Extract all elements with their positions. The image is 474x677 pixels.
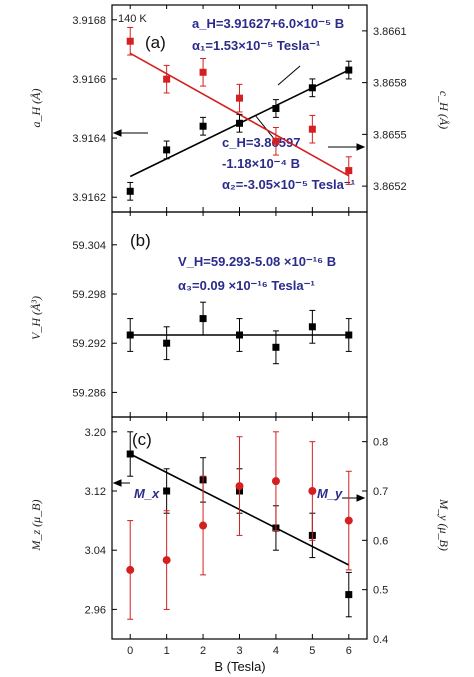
data-point <box>126 187 134 195</box>
y2label-c: M_y (μ_B) <box>437 498 451 551</box>
ylabel-a: a_H (Å) <box>29 89 43 128</box>
arrow-mx-head <box>112 479 122 487</box>
y2tick-label: 3.8661 <box>373 26 407 38</box>
xtick-label: 4 <box>273 645 279 657</box>
ytick-label: 3.9168 <box>72 15 106 27</box>
ytick-label: 3.9166 <box>72 74 106 86</box>
axis-arrows <box>112 65 366 502</box>
ytick-label: 3.9162 <box>72 192 106 204</box>
panel-c-label: (c) <box>132 430 152 449</box>
a-fit-equation: a_H=3.91627+6.0×10⁻⁵ B <box>192 16 344 31</box>
data-point <box>271 477 280 486</box>
ytick-label: 59.298 <box>72 289 106 301</box>
data-point <box>126 565 135 574</box>
y2tick-label: 0.8 <box>373 437 388 449</box>
arrow-my-head <box>356 494 366 502</box>
xtick-label: 2 <box>200 645 206 657</box>
data-point <box>272 137 280 145</box>
alpha3-text: α₃=0.09 ×10⁻¹⁶ Tesla⁻¹ <box>178 278 315 293</box>
data-point <box>236 119 243 127</box>
data-point <box>236 94 243 102</box>
xtick-label: 5 <box>309 645 315 657</box>
data-point <box>345 167 353 175</box>
y2tick-label: 0.4 <box>373 634 388 646</box>
c-fit-equation-2: -1.18×10⁻⁴ B <box>222 156 300 171</box>
data-point <box>236 331 243 339</box>
y2tick-label: 3.8655 <box>373 129 407 141</box>
data-point <box>345 331 353 339</box>
data-point <box>162 556 171 565</box>
ylabel-c: M_z (μ_B) <box>29 499 43 551</box>
arrow-a-fit-black <box>277 65 301 86</box>
data-point <box>126 37 134 45</box>
plot-layer: 3.9162 3.9164 3.9166 3.9168 3.8652 3.8655 3.86… <box>72 5 407 657</box>
ytick-label: 3.20 <box>85 427 106 439</box>
data-point <box>235 482 244 491</box>
v-fit-equation: V_H=59.293-5.08 ×10⁻¹⁶ B <box>178 254 336 269</box>
data-point <box>199 315 207 323</box>
alpha1-text: α₁=1.53×10⁻⁵ Tesla⁻¹ <box>192 38 320 53</box>
ytick-label: 3.12 <box>85 486 106 498</box>
data-point <box>345 591 353 599</box>
data-point <box>308 487 317 495</box>
y2tick-label: 0.7 <box>373 486 388 498</box>
arrow-a-fit-red <box>254 114 276 141</box>
y2tick-label: 3.8658 <box>373 78 407 90</box>
y2tick-label: 0.6 <box>373 535 388 547</box>
data-point <box>199 521 208 530</box>
ytick-label: 3.9164 <box>72 133 106 145</box>
xtick-label: 6 <box>346 645 352 657</box>
y2tick-label: 3.8652 <box>373 181 407 193</box>
my-label: M_y <box>317 486 343 501</box>
data-point <box>308 125 316 133</box>
data-point <box>163 146 171 154</box>
data-point <box>163 339 171 347</box>
data-point <box>308 323 316 331</box>
data-point <box>126 450 134 458</box>
temperature-label: 140 K <box>118 13 147 25</box>
data-point <box>344 516 353 525</box>
panel-a-label: (a) <box>145 33 166 52</box>
data-point <box>126 331 134 339</box>
xtick-label: 3 <box>236 645 242 657</box>
data-point <box>345 66 353 74</box>
data-point <box>163 75 171 83</box>
arrow-a-right-head <box>356 143 366 151</box>
arrow-a-left-head <box>112 129 122 137</box>
data-point <box>308 84 316 92</box>
ylabel-b: V_H (Å³) <box>29 296 43 340</box>
c-fit-equation-1: c_H=3.86597 <box>222 135 300 150</box>
ytick-label: 59.292 <box>72 338 106 350</box>
data-point <box>199 122 207 130</box>
ytick-label: 2.96 <box>85 604 106 616</box>
y2label-a: c_H (Å) <box>437 91 451 129</box>
alpha2-text: α₂=-3.05×10⁻⁵ Tesla⁻¹ <box>222 177 355 192</box>
ytick-label: 59.286 <box>72 387 106 399</box>
data-point <box>163 487 171 495</box>
panel-b-label: (b) <box>130 231 151 250</box>
xlabel: B (Tesla) <box>214 659 265 674</box>
ytick-label: 59.304 <box>72 240 106 252</box>
data-point <box>272 343 280 351</box>
y2tick-label: 0.5 <box>373 585 388 597</box>
mx-label: M_x <box>134 486 160 501</box>
data-point <box>272 105 280 112</box>
xtick-label: 1 <box>164 645 170 657</box>
ytick-label: 3.04 <box>85 545 106 557</box>
xtick-label: 0 <box>127 645 133 657</box>
data-point <box>199 68 207 76</box>
